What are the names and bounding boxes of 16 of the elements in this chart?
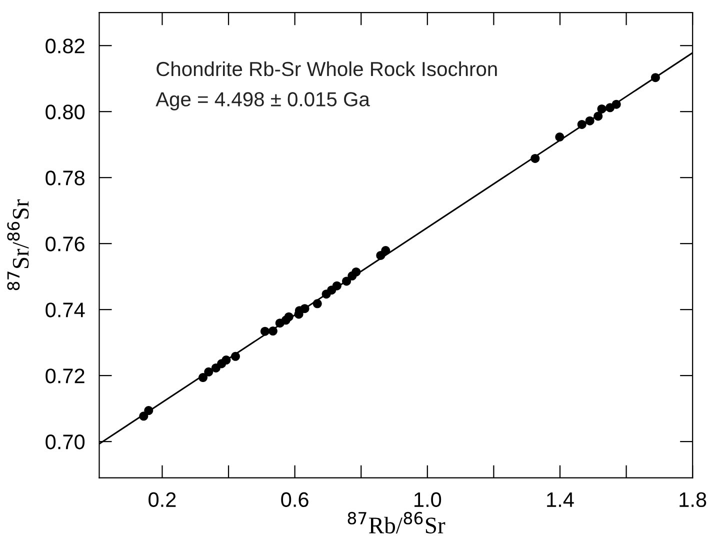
x-tick-label: 1.0 [414,492,442,508]
y-tick-label: 0.80 [46,104,85,120]
y-tick-label: 0.76 [46,236,84,252]
x-tick-label: 1.8 [680,492,706,508]
x-tick-label: 0.6 [281,492,308,508]
y-tick-label: 0.72 [46,368,84,384]
y-tick-label: 0.70 [46,434,85,450]
annotation: Chondrite Rb-Sr Whole Rock Isochron [156,61,497,76]
y-tick-label: 0.74 [46,302,85,318]
y-tick-label: 0.82 [46,38,84,54]
x-tick-label: 0.2 [148,492,176,508]
y-tick-label: 0.78 [46,170,84,186]
y-axis-title: $^{87}$Sr/$^{86}$Sr [7,199,29,290]
x-axis-title: $^{87}$Rb/$^{86}$Sr [348,512,446,534]
x-tick-label: 1.4 [547,492,574,507]
annotation: Age = 4.498 ± 0.015 Ga [156,92,370,110]
